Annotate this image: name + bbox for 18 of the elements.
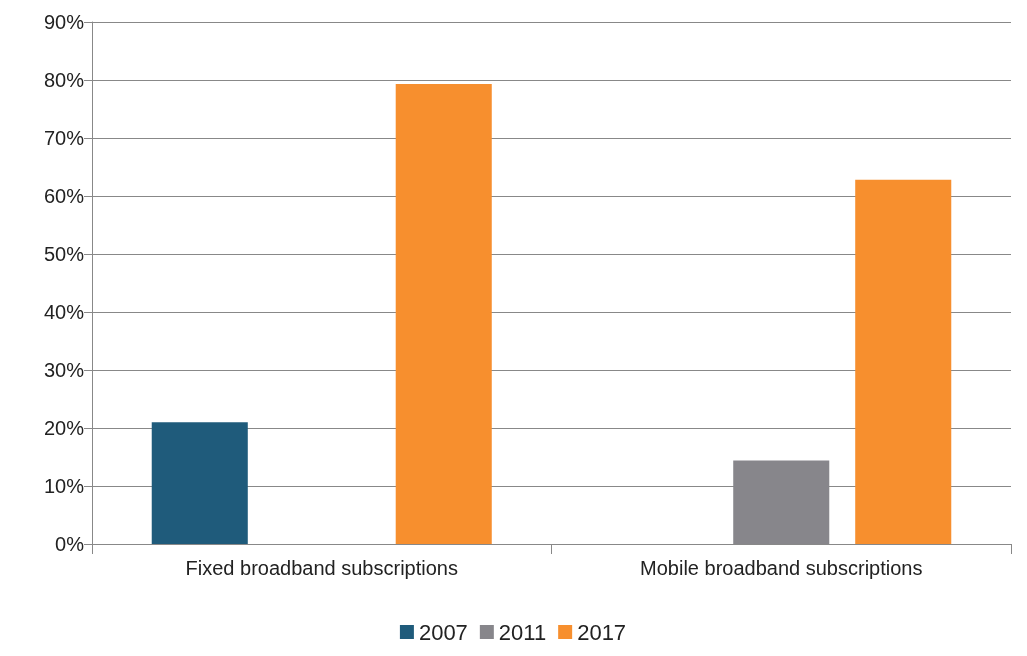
- y-tick-label: 50%: [43, 243, 85, 265]
- bar: [395, 84, 492, 544]
- y-tick-label: 60%: [43, 185, 85, 207]
- legend-label: 2011: [498, 619, 547, 645]
- x-tick-label: Fixed broadband subscriptions: [185, 557, 458, 579]
- y-tick-label: 80%: [43, 69, 85, 91]
- y-tick-label: 0%: [55, 533, 85, 555]
- legend-label: 2017: [577, 619, 627, 645]
- y-tick-label: 20%: [43, 417, 85, 439]
- y-tick-label: 10%: [43, 475, 85, 497]
- bar: [855, 179, 952, 544]
- x-tick-label: Mobile broadband subscriptions: [640, 557, 923, 579]
- y-tick-label: 30%: [43, 359, 85, 381]
- y-tick-label: 70%: [43, 127, 85, 149]
- legend-label: 2007: [418, 619, 468, 645]
- y-tick-label: 90%: [43, 11, 85, 33]
- y-tick-label: 40%: [43, 301, 85, 323]
- bar: [151, 422, 248, 544]
